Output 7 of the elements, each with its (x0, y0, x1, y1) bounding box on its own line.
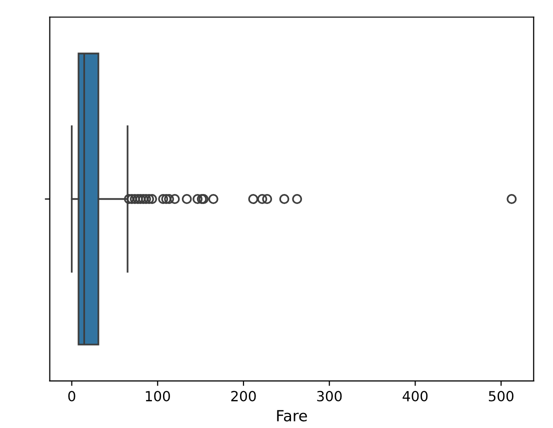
x-tick-label: 200 (231, 390, 256, 402)
x-tick-label: 300 (317, 390, 342, 402)
x-tick-label: 500 (488, 390, 514, 402)
x-tick-label: 0 (68, 390, 76, 402)
x-tick-label: 400 (402, 390, 428, 402)
x-tick-label: 100 (146, 390, 170, 402)
x-axis-title: Fare (277, 410, 307, 422)
